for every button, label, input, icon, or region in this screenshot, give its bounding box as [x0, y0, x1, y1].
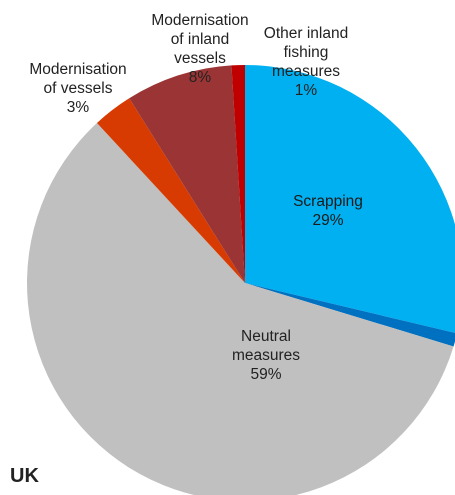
data-label-scrapping: Scrapping 29%	[293, 193, 363, 229]
pie-slice-other-inland-fishing-measures	[231, 65, 245, 283]
pie-slice-neutral-measures	[27, 122, 454, 495]
pie-slice-scrapping	[245, 65, 455, 333]
pie-slice-modernisation-of-inland-vessels	[129, 65, 245, 283]
data-label-neutral-measures: Neutral measures 59%	[232, 328, 300, 383]
data-label-modernisation-of-vessels: Modernisation of vessels 3%	[29, 61, 126, 116]
chart-title: UK	[10, 465, 39, 487]
data-label-other-inland-fishing-measures: Other inland fishing measures 1%	[264, 25, 348, 99]
pie-labels: Scrapping 29% Other inland fishing measures 1…	[29, 12, 363, 383]
data-label-modernisation-of-inland-vessels: Modernisation of inland vessels 8%	[151, 12, 248, 86]
pie-slice-modernisation-of-vessels	[96, 98, 246, 283]
pie-slices	[27, 65, 455, 495]
pie-slice-other-inland-fishing-measures	[245, 283, 455, 347]
